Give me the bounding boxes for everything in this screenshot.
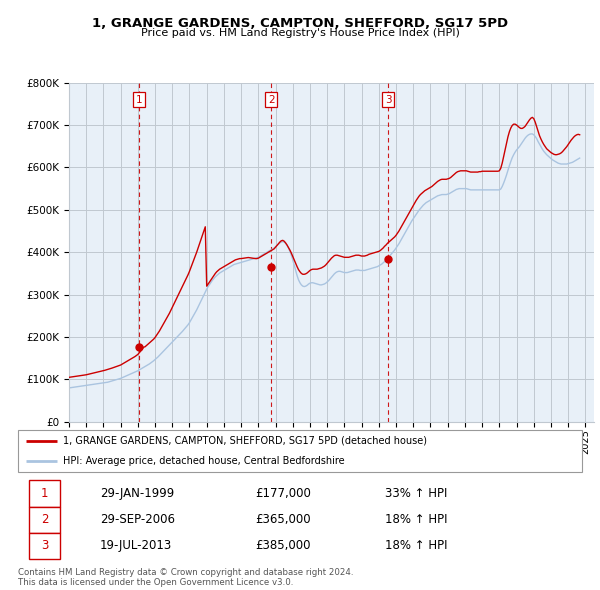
- FancyBboxPatch shape: [18, 430, 582, 472]
- Text: 29-JAN-1999: 29-JAN-1999: [100, 487, 174, 500]
- Text: 19-JUL-2013: 19-JUL-2013: [100, 539, 172, 552]
- Text: 1: 1: [41, 487, 49, 500]
- Text: £365,000: £365,000: [255, 513, 311, 526]
- Text: 3: 3: [385, 94, 392, 104]
- Text: 1, GRANGE GARDENS, CAMPTON, SHEFFORD, SG17 5PD: 1, GRANGE GARDENS, CAMPTON, SHEFFORD, SG…: [92, 17, 508, 30]
- FancyBboxPatch shape: [29, 507, 60, 533]
- Text: £177,000: £177,000: [255, 487, 311, 500]
- Text: This data is licensed under the Open Government Licence v3.0.: This data is licensed under the Open Gov…: [18, 578, 293, 587]
- Text: 29-SEP-2006: 29-SEP-2006: [100, 513, 175, 526]
- Text: 1, GRANGE GARDENS, CAMPTON, SHEFFORD, SG17 5PD (detached house): 1, GRANGE GARDENS, CAMPTON, SHEFFORD, SG…: [63, 436, 427, 446]
- Text: HPI: Average price, detached house, Central Bedfordshire: HPI: Average price, detached house, Cent…: [63, 455, 345, 466]
- Text: 2: 2: [268, 94, 275, 104]
- Text: Price paid vs. HM Land Registry's House Price Index (HPI): Price paid vs. HM Land Registry's House …: [140, 28, 460, 38]
- Text: 3: 3: [41, 539, 49, 552]
- FancyBboxPatch shape: [29, 480, 60, 507]
- FancyBboxPatch shape: [29, 533, 60, 559]
- Text: 18% ↑ HPI: 18% ↑ HPI: [385, 539, 447, 552]
- Text: Contains HM Land Registry data © Crown copyright and database right 2024.: Contains HM Land Registry data © Crown c…: [18, 568, 353, 576]
- Text: £385,000: £385,000: [255, 539, 310, 552]
- Text: 2: 2: [41, 513, 49, 526]
- Text: 18% ↑ HPI: 18% ↑ HPI: [385, 513, 447, 526]
- Text: 33% ↑ HPI: 33% ↑ HPI: [385, 487, 447, 500]
- Text: 1: 1: [136, 94, 143, 104]
